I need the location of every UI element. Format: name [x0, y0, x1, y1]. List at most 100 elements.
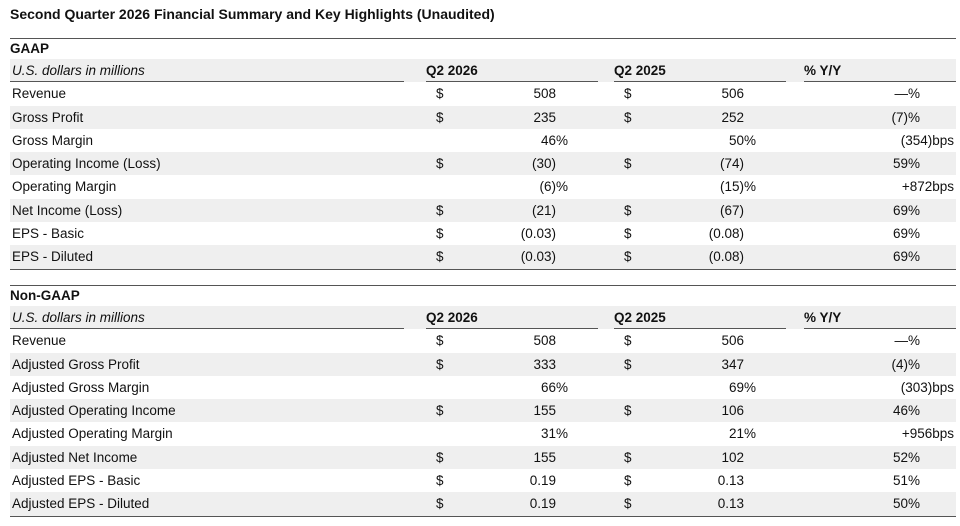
- row-label: Gross Profit: [12, 109, 84, 125]
- table-row: Adjusted Gross Margin 66% 69% (303)bps: [10, 376, 956, 399]
- row-label: Adjusted EPS - Diluted: [12, 496, 150, 512]
- table-row: Adjusted EPS - Basic $0.19 $0.13 51%: [10, 469, 956, 492]
- currency-symbol: $: [624, 156, 632, 172]
- table-row: Adjusted Operating Income $155 $106 46%: [10, 399, 956, 423]
- yoy-change: (4)%: [891, 356, 920, 372]
- currency-symbol: $: [624, 473, 632, 489]
- row-label: Adjusted Operating Income: [12, 403, 176, 419]
- row-label: Revenue: [12, 86, 67, 102]
- table-row: Adjusted Gross Profit $333 $347 (4)%: [10, 352, 956, 376]
- column-header-q2-2026: Q2 2026: [426, 63, 478, 78]
- header-rule: [614, 328, 786, 330]
- currency-symbol: $: [436, 449, 444, 465]
- yoy-change: —%: [894, 333, 920, 349]
- yoy-change: 50%: [892, 496, 920, 512]
- q2-2025-value: 347: [721, 356, 744, 372]
- q2-2026-value: 333: [533, 356, 556, 372]
- q2-2026-value: (30): [531, 156, 556, 172]
- header-rule: [426, 81, 598, 83]
- currency-symbol: $: [436, 226, 444, 242]
- column-header-yoy: % Y/Y: [804, 310, 842, 325]
- header-rule: [426, 328, 598, 330]
- row-label: EPS - Basic: [12, 226, 85, 242]
- column-header-yoy: % Y/Y: [804, 63, 842, 78]
- currency-symbol: $: [624, 403, 632, 419]
- q2-2025-value: 50%: [728, 132, 756, 148]
- currency-symbol: $: [624, 449, 632, 465]
- currency-symbol: $: [436, 333, 444, 349]
- yoy-change: +872bps: [901, 179, 954, 195]
- q2-2026-value: 0.19: [529, 473, 556, 489]
- q2-2025-value: 69%: [728, 379, 756, 395]
- row-label: Operating Income (Loss): [12, 156, 161, 172]
- yoy-change: (7)%: [891, 109, 920, 125]
- currency-symbol: $: [436, 356, 444, 372]
- column-header-q2-2026: Q2 2026: [426, 310, 478, 325]
- table-row: Net Income (Loss) $ (21) $ (67) 69%: [10, 198, 956, 223]
- table-row: EPS - Diluted $ (0.03) $ (0.08) 69%: [10, 245, 956, 270]
- row-label: Adjusted Gross Margin: [12, 379, 150, 395]
- q2-2025-value: 0.13: [717, 473, 744, 489]
- page-title: Second Quarter 2026 Financial Summary an…: [10, 6, 495, 22]
- yoy-change: —%: [894, 86, 920, 102]
- column-header-units: U.S. dollars in millions: [12, 310, 145, 325]
- currency-symbol: $: [624, 226, 632, 242]
- q2-2026-value: 508: [533, 333, 556, 349]
- q2-2025-value: 506: [721, 333, 744, 349]
- table-row: Gross Margin 46% 50% (354)bps: [10, 129, 956, 152]
- q2-2025-value: 506: [721, 86, 744, 102]
- header-rule: [614, 81, 786, 83]
- q2-2026-value: 31%: [540, 426, 568, 442]
- column-header-q2-2025: Q2 2025: [614, 310, 666, 325]
- currency-symbol: $: [436, 496, 444, 512]
- row-label: Adjusted Gross Profit: [12, 356, 140, 372]
- table-row: Adjusted EPS - Diluted $0.19 $0.13 50%: [10, 492, 956, 517]
- header-rule: [804, 81, 956, 83]
- currency-symbol: $: [436, 202, 444, 218]
- table-row: Revenue $508 $506 —%: [10, 82, 956, 105]
- q2-2026-value: (21): [531, 202, 556, 218]
- q2-2025-value: (0.08): [708, 249, 744, 265]
- currency-symbol: $: [436, 86, 444, 102]
- yoy-change: 52%: [892, 449, 920, 465]
- currency-symbol: $: [436, 156, 444, 172]
- table-row: Gross Profit $235 $252 (7)%: [10, 105, 956, 129]
- q2-2025-value: 21%: [728, 426, 756, 442]
- nongaap-heading: Non-GAAP: [10, 285, 956, 306]
- q2-2025-value: 252: [721, 109, 744, 125]
- table-row: Adjusted Net Income $155 $102 52%: [10, 445, 956, 470]
- table-row: Operating Margin (6)% (15)% +872bps: [10, 175, 956, 198]
- header-rule: [10, 328, 404, 330]
- q2-2026-value: 155: [533, 403, 556, 419]
- q2-2025-value: 106: [721, 403, 744, 419]
- row-label: Adjusted Operating Margin: [12, 426, 173, 442]
- q2-2026-value: 155: [533, 449, 556, 465]
- q2-2026-value: 0.19: [529, 496, 556, 512]
- row-label: Operating Margin: [12, 179, 117, 195]
- q2-2025-value: (15)%: [719, 179, 756, 195]
- currency-symbol: $: [624, 249, 632, 265]
- gaap-rows: Revenue $508 $506 —% Gross Profit $235 $252 (7)…: [10, 82, 956, 270]
- currency-symbol: $: [436, 249, 444, 265]
- q2-2025-value: (67): [719, 202, 744, 218]
- yoy-change: 69%: [892, 226, 920, 242]
- q2-2025-value: 0.13: [717, 496, 744, 512]
- nongaap-table: Non-GAAP U.S. dollars in millions Q2 202…: [10, 285, 956, 517]
- table-row: Adjusted Operating Margin 31% 21% +956bps: [10, 422, 956, 445]
- q2-2025-value: (0.08): [708, 226, 744, 242]
- q2-2025-value: (74): [719, 156, 744, 172]
- row-label: Gross Margin: [12, 132, 94, 148]
- yoy-change: 59%: [892, 156, 920, 172]
- q2-2026-value: (6)%: [539, 179, 568, 195]
- q2-2026-value: 235: [533, 109, 556, 125]
- yoy-change: 46%: [892, 403, 920, 419]
- yoy-change: (303)bps: [900, 379, 954, 395]
- currency-symbol: $: [624, 86, 632, 102]
- header-rule: [10, 81, 404, 83]
- q2-2026-value: 508: [533, 86, 556, 102]
- gaap-table: GAAP U.S. dollars in millions Q2 2026 Q2…: [10, 38, 956, 270]
- q2-2026-value: (0.03): [520, 249, 556, 265]
- yoy-change: 69%: [892, 202, 920, 218]
- currency-symbol: $: [624, 356, 632, 372]
- yoy-change: 69%: [892, 249, 920, 265]
